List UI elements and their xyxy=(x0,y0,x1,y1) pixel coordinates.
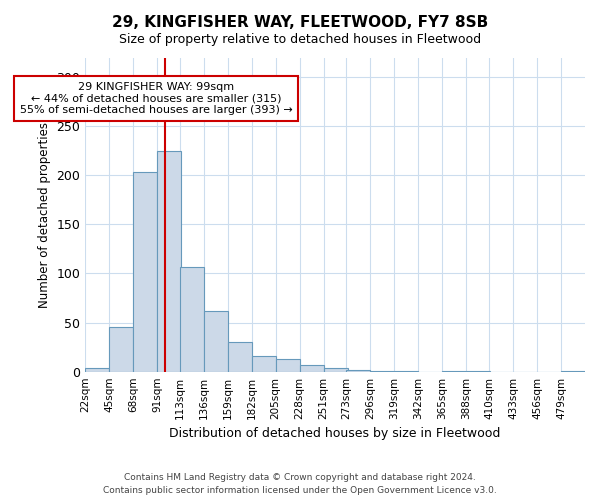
Bar xyxy=(370,370,394,372)
Bar xyxy=(251,356,275,372)
Bar xyxy=(275,359,299,372)
Bar xyxy=(561,370,585,372)
Bar xyxy=(204,311,228,372)
Bar xyxy=(228,342,251,372)
Bar xyxy=(394,370,418,372)
Bar xyxy=(442,370,466,372)
Bar xyxy=(346,370,370,372)
Bar xyxy=(323,368,347,372)
Bar xyxy=(133,172,157,372)
Bar xyxy=(157,151,181,372)
Bar xyxy=(466,370,490,372)
Bar xyxy=(85,368,109,372)
Text: 29 KINGFISHER WAY: 99sqm
← 44% of detached houses are smaller (315)
55% of semi-: 29 KINGFISHER WAY: 99sqm ← 44% of detach… xyxy=(20,82,293,115)
Y-axis label: Number of detached properties: Number of detached properties xyxy=(38,122,51,308)
Text: Contains HM Land Registry data © Crown copyright and database right 2024.
Contai: Contains HM Land Registry data © Crown c… xyxy=(103,474,497,495)
Text: Size of property relative to detached houses in Fleetwood: Size of property relative to detached ho… xyxy=(119,32,481,46)
Text: 29, KINGFISHER WAY, FLEETWOOD, FY7 8SB: 29, KINGFISHER WAY, FLEETWOOD, FY7 8SB xyxy=(112,15,488,30)
Bar xyxy=(299,365,323,372)
Bar xyxy=(109,326,133,372)
X-axis label: Distribution of detached houses by size in Fleetwood: Distribution of detached houses by size … xyxy=(169,427,500,440)
Bar xyxy=(180,266,204,372)
